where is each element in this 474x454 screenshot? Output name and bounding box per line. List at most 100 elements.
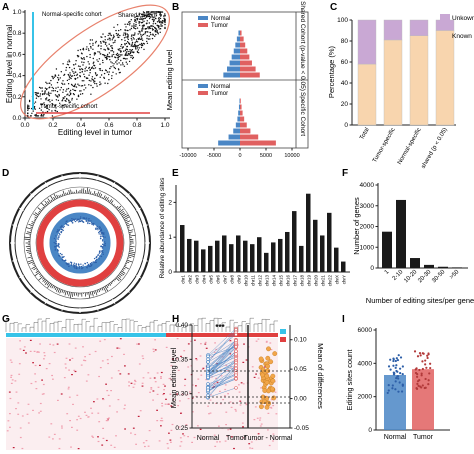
circos-normal-point [98,258,100,260]
e-bar [285,231,290,272]
circos-track-mark [53,193,57,200]
scatter-point-shared [147,15,149,17]
b-legend-tumor: Tumor [211,23,228,29]
g-heatmap-cell [76,394,79,396]
g-heatmap-cell [144,445,146,448]
e-x-label: chr21 [321,275,326,287]
g-heatmap-cell [25,352,27,354]
scatter-point-shared [61,82,63,85]
scatter-point-shared [111,75,113,77]
circos-track-mark [110,200,114,204]
circos-track-mark [115,277,120,282]
scatter-point-shared [152,34,154,36]
g-heatmap-cell [91,412,94,414]
circos-normal-point [68,265,70,268]
g-heatmap-cell [213,434,216,436]
g-heatmap-cell [170,405,173,407]
scatter-point-shared [124,23,126,25]
g-heatmap-cell [154,381,157,383]
e-bar [208,245,213,272]
g-heatmap-cell [7,420,10,422]
g-heatmap-cell [145,440,148,442]
g-heatmap-cell [34,381,37,383]
a-x-label: Editing level in tumor [58,128,133,137]
h-point-diff [270,373,276,379]
c-bar-known [435,30,455,126]
scatter-point-shared [90,47,92,49]
scatter-point-shared [138,24,141,26]
g-heatmap-cell [93,401,95,403]
scatter-point-shared [69,101,72,103]
b-bar-normal [233,48,240,54]
scatter-point-shared [116,24,119,26]
i-point [395,377,398,380]
circos-normal-point [61,225,63,227]
i-point [394,380,397,383]
g-heatmap-cell [253,419,256,421]
scatter-point-shared [54,90,56,92]
h-y-tick-label: 0.40 [175,322,188,329]
h-paired-line [207,331,237,363]
circos-track-mark [126,222,129,225]
e-bar [229,244,234,272]
scatter-point-shared [79,71,81,74]
scatter-point-shared [46,97,48,99]
scatter-point-shared [30,115,32,117]
circos-track-0 [23,186,137,300]
circos-track-mark [95,290,98,296]
h-paired-line [207,362,237,378]
circos-normal-point [75,267,77,269]
g-heatmap-cell [51,374,53,377]
scatter-point-shared [49,101,51,103]
scatter-point-shared [111,55,113,58]
scatter-point-shared [83,80,85,82]
scatter-point-shared [80,57,83,59]
e-x-labels: chr1 chr2 chr3 chr4 chr5 chr6 chr7 chr8 chr9 chr1… [181,275,347,287]
scatter-point-shared [99,76,101,79]
a-y-tick-label: 0.2 [12,94,21,101]
i-point [401,383,404,386]
i-point [426,354,429,357]
g-heatmap-cell [171,406,174,408]
h-point-normal [206,354,210,358]
h-paired-line [207,368,237,392]
g-heatmap-cell [260,423,263,425]
panel-a: 0.0 0.2 0.4 0.6 0.8 1.0 0.00.20.40.60.81.0 No… [5,4,170,137]
scatter-point-shared [81,71,83,73]
g-heatmap-cell [72,403,74,405]
circos-normal-point [54,242,57,245]
scatter-point-shared [98,44,100,46]
g-heatmap-cell [132,427,135,429]
e-x-label: chr18 [300,275,305,287]
circos-normal-point [101,249,104,252]
h-paired-line [207,345,237,363]
scatter-point-shared [95,83,98,85]
scatter-point-shared [123,65,126,68]
circos-track-mark [72,292,74,297]
scatter-point-shared [92,57,95,60]
scatter-point-shared [71,69,73,71]
g-heatmap-cell [71,357,74,359]
e-x-label: chr20 [314,275,319,287]
circos-track-mark [113,204,115,207]
g-heatmap-cell [115,435,117,437]
circos-track-mark [119,208,124,213]
g-heatmap-cell [193,436,196,439]
g-heatmap-cell [196,359,198,361]
scatter-point-shared [152,16,154,18]
circos-track-mark [65,192,67,196]
scatter-point-shared [128,50,130,53]
circos-track-mark [110,282,113,285]
scatter-point-shared [107,82,109,85]
scatter-point-shared [67,83,70,85]
scatter-point-shared [34,92,36,94]
e-x-label: chr7 [223,275,228,284]
scatter-point-shared [145,22,148,24]
scatter-point-shared [62,80,64,82]
circos-normal-point [59,226,62,228]
scatter-point-shared [113,26,115,28]
g-heatmap-cell [141,355,144,357]
b-legend-swatch-tumor [198,23,208,27]
g-heatmap-cell [77,448,80,450]
circos-chr-gap [30,193,35,198]
